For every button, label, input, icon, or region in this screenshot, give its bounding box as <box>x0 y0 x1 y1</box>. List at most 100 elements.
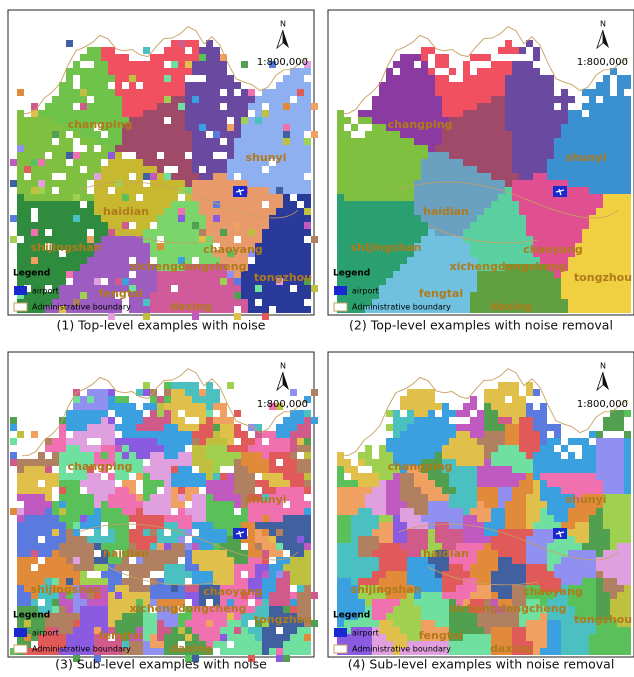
cell <box>512 243 519 250</box>
cell <box>73 194 80 201</box>
cell <box>463 452 470 459</box>
cell <box>386 292 393 299</box>
cell <box>255 166 262 173</box>
cell <box>199 138 206 145</box>
cell <box>505 47 512 54</box>
cell <box>505 243 512 250</box>
cell <box>498 403 505 410</box>
cell <box>248 222 255 229</box>
cell <box>143 403 150 410</box>
cell <box>540 438 547 445</box>
cell <box>470 494 477 501</box>
cell <box>290 466 297 473</box>
cell <box>344 501 351 508</box>
cell <box>603 306 610 313</box>
cell <box>206 396 213 403</box>
cell <box>610 243 617 250</box>
cell <box>477 292 484 299</box>
cell <box>617 306 624 313</box>
cell <box>241 222 248 229</box>
cell <box>456 194 463 201</box>
cell <box>484 131 491 138</box>
cell <box>297 222 304 229</box>
cell <box>73 292 80 299</box>
cell <box>512 508 519 515</box>
cell <box>617 208 624 215</box>
cell <box>283 117 290 124</box>
cell <box>227 515 234 522</box>
cell <box>52 620 59 627</box>
cell <box>414 96 421 103</box>
cell <box>297 634 304 641</box>
north-label: N <box>280 20 286 29</box>
cell <box>421 159 428 166</box>
cell <box>512 466 519 473</box>
cell <box>73 508 80 515</box>
cell <box>582 131 589 138</box>
cell <box>171 473 178 480</box>
cell <box>276 452 283 459</box>
cell <box>164 89 171 96</box>
cell <box>533 452 540 459</box>
cell <box>199 389 206 396</box>
cell <box>73 173 80 180</box>
cell <box>505 110 512 117</box>
cell <box>297 292 304 299</box>
cell <box>31 501 38 508</box>
district-label: fengtai <box>419 287 463 300</box>
cell <box>178 550 185 557</box>
cell <box>66 620 73 627</box>
cell <box>150 564 157 571</box>
cell <box>358 152 365 159</box>
cell <box>94 410 101 417</box>
cell <box>540 431 547 438</box>
cell <box>575 438 582 445</box>
cell <box>414 194 421 201</box>
cell <box>52 278 59 285</box>
cell <box>519 173 526 180</box>
cell <box>59 487 66 494</box>
cell <box>283 522 290 529</box>
cell <box>185 40 192 47</box>
cell <box>192 138 199 145</box>
cell <box>178 438 185 445</box>
cell <box>407 138 414 145</box>
cell <box>498 222 505 229</box>
cell <box>52 229 59 236</box>
cell <box>10 508 17 515</box>
cell <box>66 515 73 522</box>
cell <box>512 278 519 285</box>
cell <box>150 131 157 138</box>
cell <box>365 166 372 173</box>
cell <box>400 145 407 152</box>
cell <box>136 438 143 445</box>
cell <box>87 68 94 75</box>
cell <box>206 403 213 410</box>
cell <box>38 138 45 145</box>
cell <box>227 278 234 285</box>
cell <box>365 215 372 222</box>
cell <box>87 627 94 634</box>
cell <box>185 243 192 250</box>
cell <box>192 550 199 557</box>
cell <box>297 96 304 103</box>
cell <box>24 222 31 229</box>
cell <box>171 96 178 103</box>
cell <box>122 403 129 410</box>
cell <box>477 152 484 159</box>
cell <box>290 438 297 445</box>
cell <box>241 459 248 466</box>
cell <box>337 208 344 215</box>
cell <box>59 501 66 508</box>
district-label: shunyi <box>246 493 287 506</box>
cell <box>617 250 624 257</box>
cell <box>519 61 526 68</box>
cell <box>17 508 24 515</box>
cell <box>386 103 393 110</box>
legend-boundary: Administrative boundary <box>32 645 131 654</box>
cell <box>589 466 596 473</box>
cell <box>164 403 171 410</box>
cell <box>101 417 108 424</box>
cell <box>94 515 101 522</box>
cell <box>157 648 164 655</box>
